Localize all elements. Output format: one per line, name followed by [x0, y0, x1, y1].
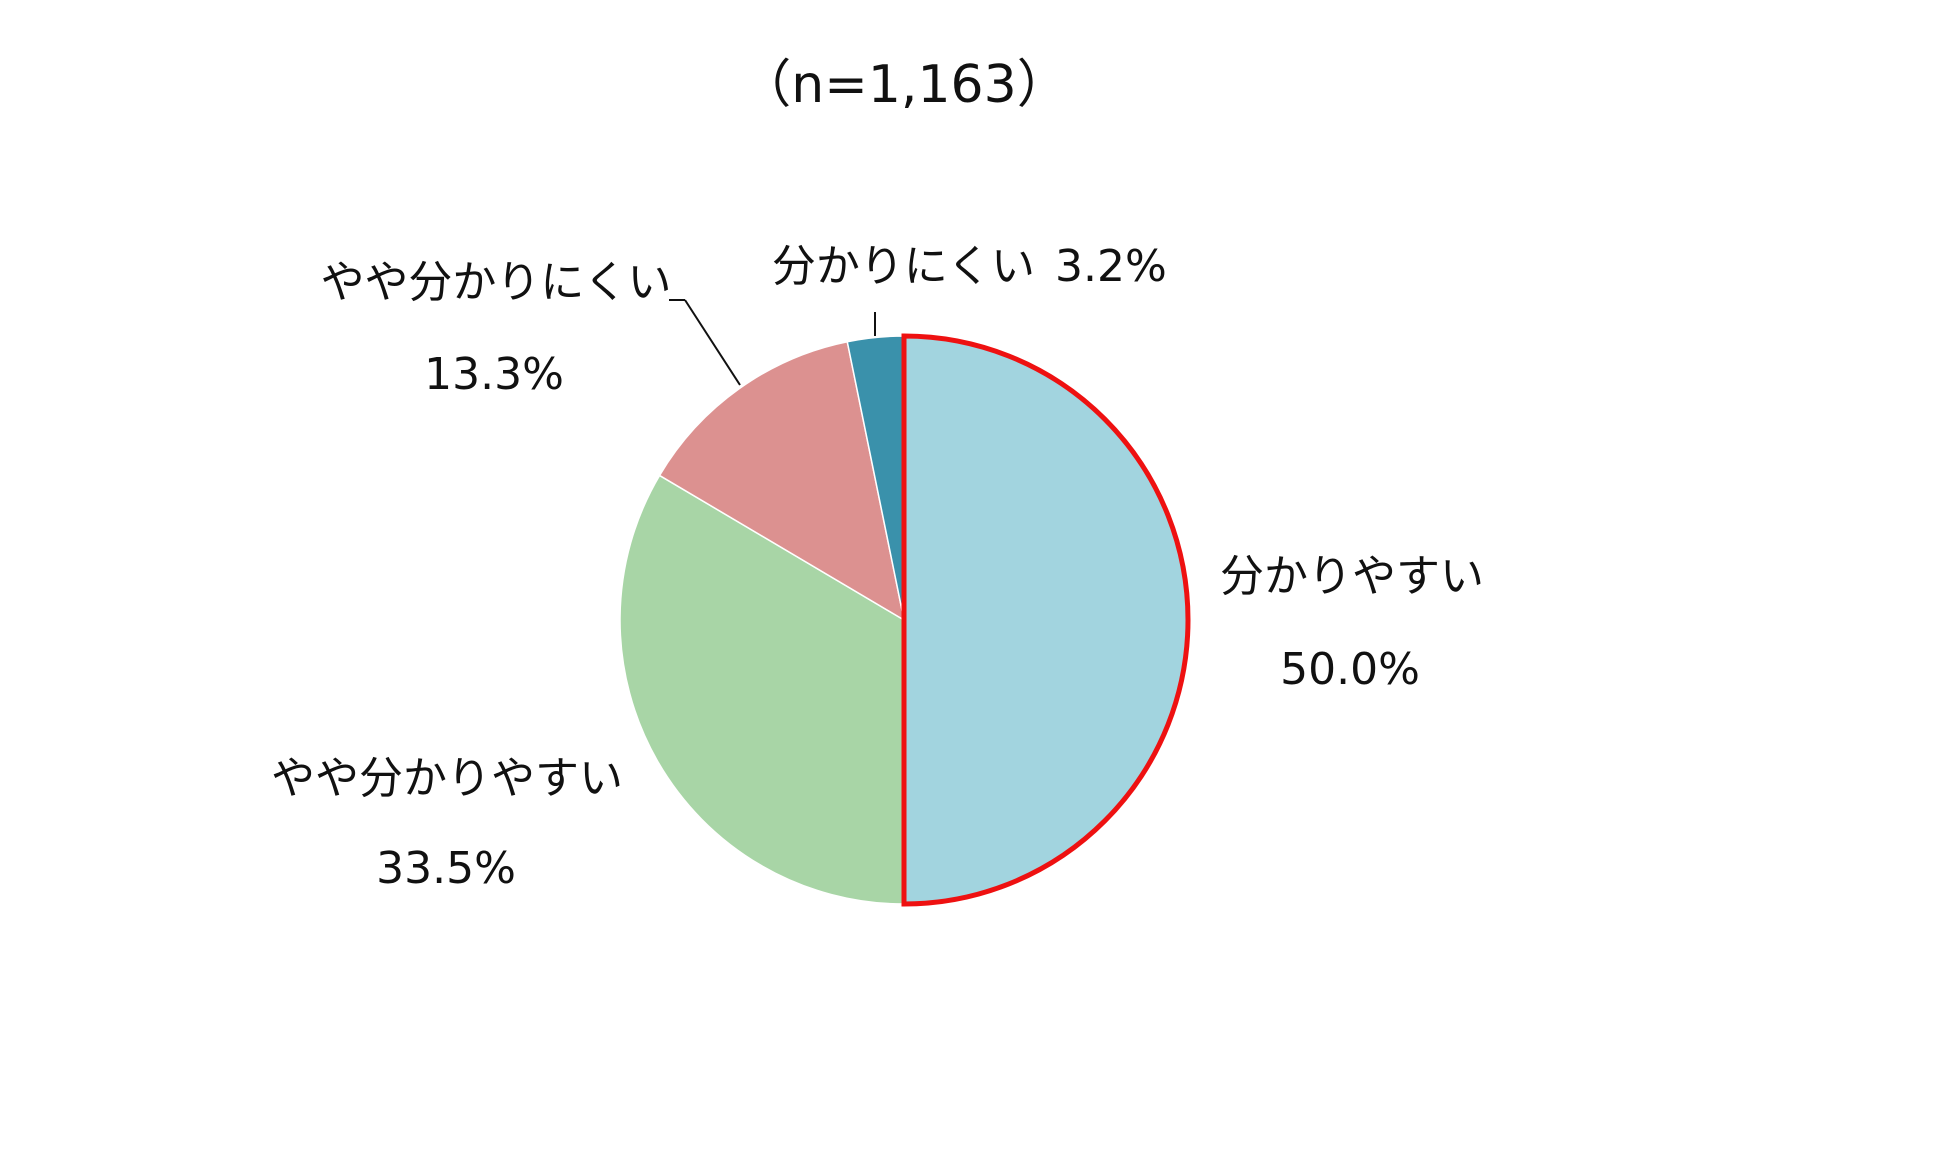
pie-slice — [619, 474, 905, 905]
pie-slice — [658, 340, 906, 622]
value-label: 3.2% — [1055, 241, 1167, 292]
slice-label: 分かりやすい — [1220, 551, 1484, 602]
value-label: 13.3% — [424, 349, 564, 400]
value-label: 33.5% — [376, 843, 516, 894]
leader-line — [684, 299, 741, 386]
chart-title: （n=1,163） — [739, 55, 1068, 115]
value-label: 50.0% — [1280, 644, 1420, 695]
pie-slice — [901, 333, 1191, 907]
slice-label: やや分かりにくい — [320, 257, 671, 308]
slice-label: 分かりにくい — [772, 241, 1035, 292]
slice-label: やや分かりやすい — [271, 753, 623, 804]
